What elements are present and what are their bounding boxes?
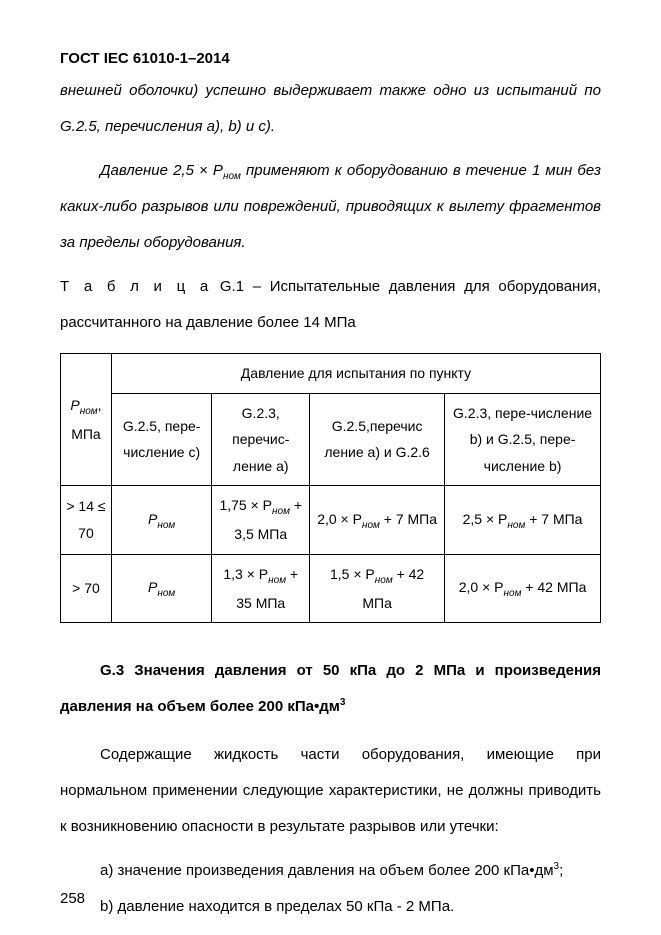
table-caption-label: Т а б л и ц а bbox=[60, 278, 211, 295]
r2c3: 1,3 × Pном + 35 МПа bbox=[212, 554, 310, 622]
r2c4-sub: ном bbox=[375, 575, 393, 586]
r1c5-sub: ном bbox=[507, 519, 525, 530]
r1c3: 1,75 × Pном + 3,5 МПа bbox=[212, 486, 310, 554]
r2c5-pre: 2,0 × P bbox=[459, 579, 504, 595]
r1c3-sub: ном bbox=[272, 506, 290, 517]
r2c1: > 70 bbox=[61, 554, 112, 622]
th-col1-sub: ном bbox=[80, 406, 98, 417]
para2-text-pre: Давление 2,5 × P bbox=[100, 162, 223, 179]
page-number: 258 bbox=[60, 890, 85, 907]
th-col4: G.2.5,перечис ление a) и G.2.6 bbox=[310, 393, 445, 486]
r1c4: 2,0 × Pном + 7 МПа bbox=[310, 486, 445, 554]
r2c4-pre: 1,5 × P bbox=[330, 566, 375, 582]
item-a-post: ; bbox=[559, 862, 563, 879]
r1c5-post: + 7 МПа bbox=[525, 511, 582, 527]
th-col1-pre: P bbox=[70, 397, 79, 413]
section-heading: G.3 Значения давления от 50 кПа до 2 МПа… bbox=[60, 653, 601, 725]
document-header: ГОСТ IEC 61010-1–2014 bbox=[60, 50, 601, 67]
r1c4-sub: ном bbox=[362, 519, 380, 530]
para2-sub: ном bbox=[223, 171, 241, 182]
sec-heading-sup: 3 bbox=[340, 697, 346, 708]
r2c5: 2,0 × Pном + 42 МПа bbox=[445, 554, 601, 622]
table-caption: Т а б л и ц а G.1 – Испытательные давлен… bbox=[60, 269, 601, 341]
r2c2: Pном bbox=[111, 554, 211, 622]
item-a-pre: a) значение произведения давления на объ… bbox=[100, 862, 554, 879]
r2c3-pre: 1,3 × P bbox=[223, 566, 268, 582]
r2c2-pre: P bbox=[148, 579, 157, 595]
paragraph-1: внешней оболочки) успешно выдерживает та… bbox=[60, 73, 601, 145]
paragraph-2: Давление 2,5 × Pном применяют к оборудов… bbox=[60, 153, 601, 261]
r2c3-sub: ном bbox=[268, 575, 286, 586]
table-row: > 70 Pном 1,3 × Pном + 35 МПа 1,5 × Pном… bbox=[61, 554, 601, 622]
r1c3-pre: 1,75 × P bbox=[219, 497, 272, 513]
sec-heading-pre: G.3 Значения давления от 50 кПа до 2 МПа… bbox=[60, 662, 601, 715]
table-header-row-1: Pном, МПа Давление для испытания по пунк… bbox=[61, 354, 601, 394]
th-col5: G.2.3, пере-числение b) и G.2.5, пере-чи… bbox=[445, 393, 601, 486]
th-col2: G.2.5, пере-числение c) bbox=[111, 393, 211, 486]
pressure-table: Pном, МПа Давление для испытания по пунк… bbox=[60, 353, 601, 623]
r1c2: Pном bbox=[111, 486, 211, 554]
r2c5-sub: ном bbox=[504, 588, 522, 599]
th-merged: Давление для испытания по пункту bbox=[111, 354, 600, 394]
r1c2-sub: ном bbox=[157, 519, 175, 530]
th-col3: G.2.3, перечис-ление a) bbox=[212, 393, 310, 486]
r2c5-post: + 42 МПа bbox=[521, 579, 586, 595]
r1c1: > 14 ≤ 70 bbox=[61, 486, 112, 554]
paragraph-3: Содержащие жидкость части оборудования, … bbox=[60, 737, 601, 845]
r1c5-pre: 2,5 × P bbox=[463, 511, 508, 527]
th-col1: Pном, МПа bbox=[61, 354, 112, 486]
r1c4-pre: 2,0 × P bbox=[317, 511, 362, 527]
list-item-a: a) значение произведения давления на объ… bbox=[60, 853, 601, 889]
table-row: > 14 ≤ 70 Pном 1,75 × Pном + 3,5 МПа 2,0… bbox=[61, 486, 601, 554]
table-header-row-2: G.2.5, пере-числение c) G.2.3, перечис-л… bbox=[61, 393, 601, 486]
r1c4-post: + 7 МПа bbox=[380, 511, 437, 527]
r1c5: 2,5 × Pном + 7 МПа bbox=[445, 486, 601, 554]
r2c4: 1,5 × Pном + 42 МПа bbox=[310, 554, 445, 622]
list-item-b: b) давление находится в пределах 50 кПа … bbox=[60, 889, 601, 925]
r1c2-pre: P bbox=[148, 511, 157, 527]
r2c2-sub: ном bbox=[157, 588, 175, 599]
